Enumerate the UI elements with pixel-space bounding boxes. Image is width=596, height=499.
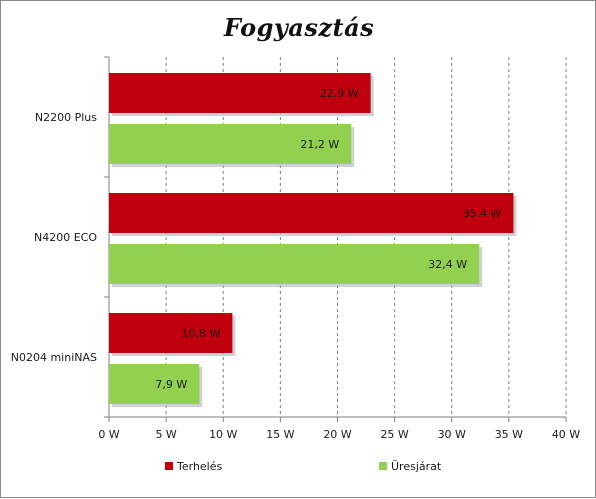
legend-swatch: [165, 462, 173, 470]
bar-terheles: [109, 313, 233, 353]
data-label: 10,8 W: [182, 327, 221, 340]
x-tick-label: 5 W: [155, 428, 176, 441]
data-label: 7,9 W: [155, 378, 187, 391]
category-label: N2200 Plus: [35, 111, 97, 124]
legend-label: Terhelés: [176, 460, 223, 473]
data-label: 32,4 W: [428, 258, 467, 271]
bar-terheles: [109, 193, 514, 233]
x-tick-label: 15 W: [266, 428, 294, 441]
bar-uresjarat: [109, 124, 352, 164]
data-label: 35,4 W: [463, 207, 502, 220]
bar-uresjarat: [109, 244, 480, 284]
x-tick-label: 25 W: [380, 428, 408, 441]
x-tick-label: 35 W: [495, 428, 523, 441]
x-tick-label: 10 W: [209, 428, 237, 441]
bar-uresjarat: [109, 364, 200, 404]
category-label: N0204 miniNAS: [11, 351, 97, 364]
bar-terheles: [109, 73, 371, 113]
legend-swatch: [379, 462, 387, 470]
x-tick-label: 40 W: [552, 428, 580, 441]
x-tick-label: 0 W: [98, 428, 119, 441]
category-label: N4200 ECO: [34, 231, 97, 244]
x-tick-label: 20 W: [323, 428, 351, 441]
x-tick-label: 30 W: [438, 428, 466, 441]
data-label: 21,2 W: [300, 138, 339, 151]
chart-title: Fogyasztás: [223, 13, 375, 42]
legend-label: Üresjárat: [391, 460, 442, 473]
data-label: 22,9 W: [320, 87, 359, 100]
